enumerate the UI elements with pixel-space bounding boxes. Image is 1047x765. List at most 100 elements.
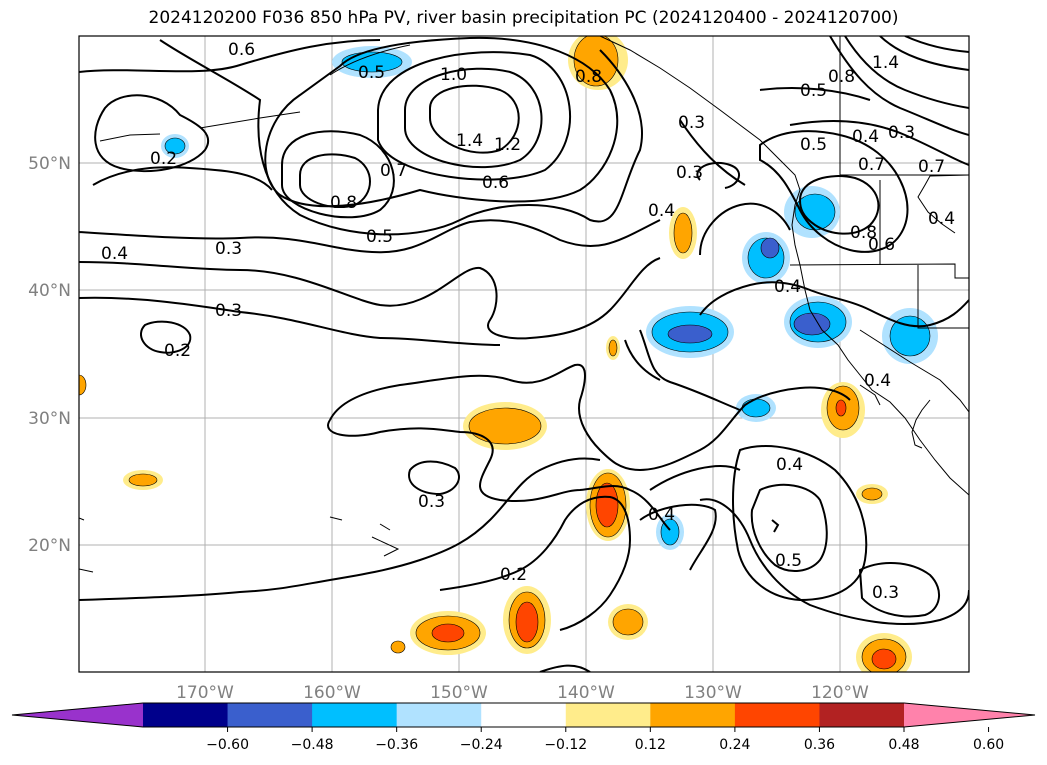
precip-shading xyxy=(79,36,938,672)
lat-label: 30°N xyxy=(28,409,71,429)
colorbar-cell xyxy=(227,703,313,727)
colorbar-cell xyxy=(312,703,398,727)
precip-blob xyxy=(515,601,539,643)
pv-contours xyxy=(79,36,969,672)
contour-label: 0.3 xyxy=(872,583,899,603)
contour-label: 0.2 xyxy=(164,341,191,361)
colorbar-tick-label: −0.60 xyxy=(206,737,249,753)
colorbar-tick-label: 0.48 xyxy=(888,737,919,753)
contour-label: 0.4 xyxy=(928,209,955,229)
precip-blob xyxy=(431,623,465,643)
contour-label: 0.4 xyxy=(864,371,891,391)
contour-label: 0.4 xyxy=(648,505,675,525)
precip-blob xyxy=(573,36,619,87)
map-frame xyxy=(78,35,970,673)
contour-label: 0.4 xyxy=(648,201,675,221)
lon-label: 120°W xyxy=(811,683,869,703)
precip-blob xyxy=(667,324,713,344)
colorbar-cell xyxy=(481,703,567,727)
contour-label: 0.3 xyxy=(215,301,242,321)
precip-blob xyxy=(741,398,771,418)
colorbar-outline xyxy=(11,702,1036,728)
contour-label: 0.8 xyxy=(850,223,877,243)
coastlines xyxy=(79,36,969,573)
precip-blob xyxy=(595,482,619,528)
contour-label: 0.8 xyxy=(575,67,602,87)
contour-label: 0.6 xyxy=(228,40,255,60)
colorbar-tick-label: 0.36 xyxy=(804,737,835,753)
contour-label: 0.7 xyxy=(918,157,945,177)
colorbar-tick-label: −0.12 xyxy=(544,737,587,753)
colorbar-cell xyxy=(143,703,229,727)
colorbar-cell xyxy=(650,703,736,727)
contour-label: 0.6 xyxy=(868,235,895,255)
contour-label: 0.5 xyxy=(800,135,827,155)
contour-label: 0.3 xyxy=(418,492,445,512)
precip-blob xyxy=(79,374,87,396)
contour-label: 0.5 xyxy=(775,551,802,571)
colorbar-cell xyxy=(734,703,820,727)
contour-label: 0.4 xyxy=(774,277,801,297)
colorbar-extend-min xyxy=(12,703,143,727)
colorbar-tick-label: −0.36 xyxy=(375,737,418,753)
colorbar-tick-label: 0.12 xyxy=(635,737,666,753)
lon-label: 150°W xyxy=(430,683,488,703)
precip-blob xyxy=(871,648,897,670)
precip-blob xyxy=(164,137,186,155)
precip-blob xyxy=(793,312,831,336)
lon-label: 140°W xyxy=(557,683,615,703)
precip-blob xyxy=(608,339,618,357)
contour-label: 0.4 xyxy=(852,127,879,147)
contour-label: 0.8 xyxy=(330,193,357,213)
latitude-labels: 50°N 40°N 30°N 20°N xyxy=(28,154,71,556)
contour-label: 0.4 xyxy=(101,244,128,264)
contour-label: 1.4 xyxy=(872,53,899,73)
precip-blob xyxy=(612,608,644,636)
colorbar-tick-label: 0.60 xyxy=(973,737,1004,753)
lat-label: 20°N xyxy=(28,536,71,556)
contour-label: 0.4 xyxy=(776,455,803,475)
contour-label: 0.5 xyxy=(800,81,827,101)
precip-blob xyxy=(390,640,406,654)
precip-blob xyxy=(341,51,403,73)
precip-blob xyxy=(760,237,780,259)
contour-label: 1.2 xyxy=(494,135,521,155)
lat-label: 50°N xyxy=(28,154,71,174)
contour-label: 0.3 xyxy=(888,123,915,143)
colorbar-cell xyxy=(565,703,651,727)
colorbar-tick-label: −0.24 xyxy=(460,737,503,753)
precip-blob xyxy=(128,473,158,487)
contour-label: 0.2 xyxy=(150,149,177,169)
contour-label: 1.0 xyxy=(440,65,467,85)
longitude-labels: 170°W 160°W 150°W 140°W 130°W 120°W xyxy=(176,683,869,703)
contour-label: 1.4 xyxy=(456,131,483,151)
contour-label: 0.8 xyxy=(828,67,855,87)
precip-blob xyxy=(468,407,542,445)
colorbar-cell xyxy=(396,703,482,727)
precip-blob xyxy=(673,212,693,254)
lon-label: 130°W xyxy=(684,683,742,703)
colorbar: −0.60 −0.48 −0.36 −0.24 −0.12 0.12 0.24 0.36 0.4… xyxy=(11,702,1036,753)
contour-label: 0.3 xyxy=(215,239,242,259)
colorbar-extend-max xyxy=(904,703,1035,727)
precip-blob xyxy=(835,399,847,417)
contour-label: 0.3 xyxy=(678,113,705,133)
contour-label: 0.2 xyxy=(500,565,527,585)
contour-label: 0.3 xyxy=(676,163,703,183)
lat-label: 40°N xyxy=(28,281,71,301)
colorbar-tick-label: −0.48 xyxy=(291,737,334,753)
contour-label: 0.5 xyxy=(366,227,393,247)
lon-label: 160°W xyxy=(303,683,361,703)
contour-label: 0.7 xyxy=(858,155,885,175)
contour-label: 0.5 xyxy=(358,63,385,83)
contour-labels: 0.6 0.5 1.0 0.8 1.4 1.2 0.7 0.6 0.8 0.5 … xyxy=(101,40,955,603)
map-area: 0.6 0.5 1.0 0.8 1.4 1.2 0.7 0.6 0.8 0.5 … xyxy=(79,36,969,672)
lon-label: 170°W xyxy=(176,683,234,703)
contour-label: 0.6 xyxy=(482,173,509,193)
contour-label: 0.7 xyxy=(380,161,407,181)
colorbar-cell xyxy=(819,703,905,727)
plot-title: 2024120200 F036 850 hPa PV, river basin … xyxy=(148,8,899,28)
precip-blob xyxy=(861,487,883,501)
colorbar-tick-label: 0.24 xyxy=(719,737,750,753)
